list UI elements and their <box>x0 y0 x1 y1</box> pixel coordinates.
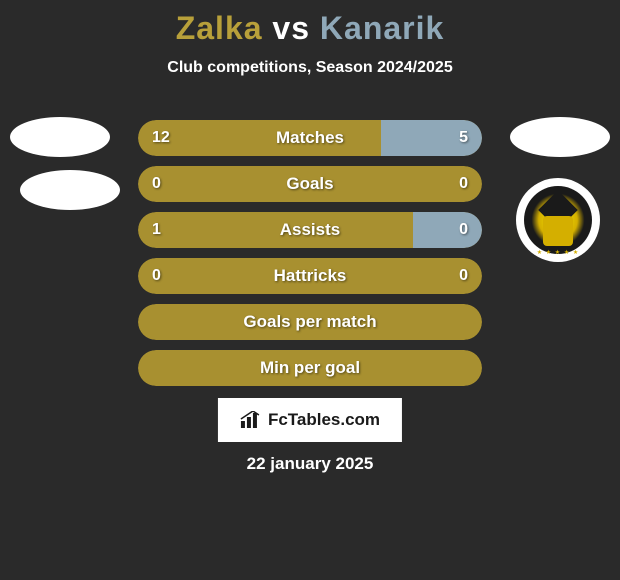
stat-row: Min per goal <box>138 350 482 386</box>
team-logo-right-2: ★ ★ ★ ★ ★ <box>516 178 600 262</box>
title-player2: Kanarik <box>320 10 444 46</box>
stat-row: Goals per match <box>138 304 482 340</box>
stat-label: Assists <box>280 220 340 240</box>
title-vs: vs <box>272 10 310 46</box>
comparison-infographic: Zalka vs Kanarik Club competitions, Seas… <box>0 0 620 580</box>
stat-value-left: 12 <box>152 129 170 147</box>
stat-row: 1 0 Assists <box>138 212 482 248</box>
team-logo-right-1 <box>510 117 610 157</box>
stat-label: Goals <box>286 174 333 194</box>
stat-row: 0 0 Hattricks <box>138 258 482 294</box>
stat-value-left: 1 <box>152 221 161 239</box>
club-badge: ★ ★ ★ ★ ★ <box>524 186 592 254</box>
footer-badge: FcTables.com <box>218 398 402 442</box>
stat-value-left: 0 <box>152 175 161 193</box>
stat-row: 12 5 Matches <box>138 120 482 156</box>
stat-value-right: 0 <box>459 267 468 285</box>
stat-label: Min per goal <box>260 358 360 378</box>
stat-row: 0 0 Goals <box>138 166 482 202</box>
stat-label: Goals per match <box>243 312 376 332</box>
title-player1: Zalka <box>176 10 263 46</box>
stat-value-right: 0 <box>459 221 468 239</box>
page-title: Zalka vs Kanarik <box>0 0 620 47</box>
badge-shield-icon <box>543 216 573 246</box>
stat-label: Matches <box>276 128 344 148</box>
chart-icon <box>240 411 262 429</box>
team-logo-left-1 <box>10 117 110 157</box>
stat-value-right: 5 <box>459 129 468 147</box>
date-label: 22 january 2025 <box>0 454 620 474</box>
footer-text: FcTables.com <box>268 410 380 430</box>
team-logo-left-2 <box>20 170 120 210</box>
stat-value-left: 0 <box>152 267 161 285</box>
stat-value-right: 0 <box>459 175 468 193</box>
subtitle: Club competitions, Season 2024/2025 <box>0 59 620 77</box>
bar-right-segment <box>413 212 482 248</box>
stats-bars: 12 5 Matches 0 0 Goals 1 0 Assists 0 0 Hattricks Goa… <box>138 120 482 396</box>
badge-stars-icon: ★ ★ ★ ★ ★ <box>537 249 580 256</box>
stat-label: Hattricks <box>274 266 347 286</box>
